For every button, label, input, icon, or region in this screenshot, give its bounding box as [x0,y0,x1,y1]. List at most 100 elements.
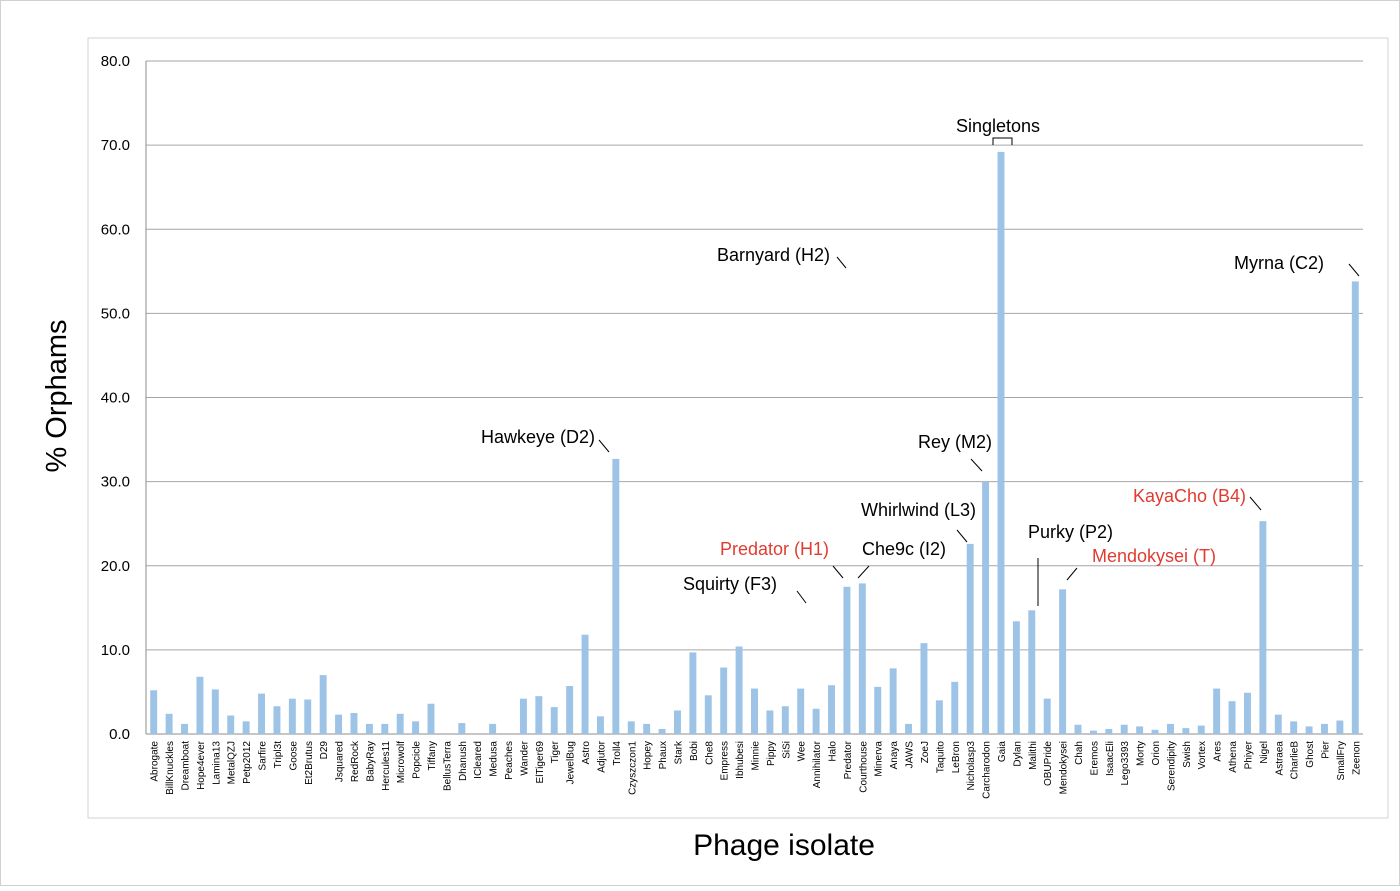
x-tick-label: Zeenon [1351,741,1362,775]
bar [1136,726,1144,734]
x-tick-label: Pier [1320,740,1331,758]
bar [1012,621,1020,734]
bar [1336,720,1344,734]
bar [535,696,543,734]
singletons-bracket [992,137,1013,145]
x-tick-label: Ares [1213,741,1224,762]
x-tick-label: Tripl3t [273,741,284,769]
bar [674,710,681,734]
x-tick-label: ICleared [473,741,484,779]
bar [1074,724,1082,734]
bar [350,712,358,734]
x-tick-label: Annihilator [812,740,823,788]
x-tick-label: Tiffany [427,741,438,770]
x-tick-label: Dreamboat [181,741,192,791]
bar [258,693,266,734]
bar [935,700,943,734]
x-tick-label: Lego3393 [1120,741,1131,786]
x-tick-label: Sarfire [258,741,269,771]
x-tick-label: Orion [1151,741,1162,765]
y-tick-label: 50.0 [101,305,130,322]
annotation-leader [796,590,807,604]
annotation-leader [836,256,847,269]
annotation-label: Mendokysei (T) [1092,546,1216,566]
bar [751,688,758,734]
bar [242,721,250,734]
bar [997,151,1005,735]
x-tick-label: Che8 [704,741,715,765]
x-tick-label: Phiyer [1243,740,1254,769]
bar [596,716,604,734]
annotation-label: Rey (M2) [918,432,992,452]
x-tick-label: Astro [581,741,592,765]
plot-border [87,37,1389,819]
bar [519,698,527,734]
x-tick-label: RedRock [350,740,361,782]
bar [211,689,219,734]
bar [1259,521,1267,734]
bar [951,681,959,734]
x-tick-label: Petp2012 [242,741,253,784]
x-tick-label: Chah [1074,741,1085,765]
y-axis-label: % Orphams [41,319,73,472]
y-tick-label: 20.0 [101,558,130,575]
y-tick-label: 80.0 [101,53,130,70]
y-tick-label: 30.0 [101,474,130,491]
bar [704,695,712,734]
x-tick-label: OBUPride [1043,741,1054,786]
annotation-leader [970,458,983,472]
bar [720,667,728,734]
annotation-leader [1066,567,1078,581]
bar [1274,714,1282,734]
annotation-label: Singletons [956,116,1040,136]
bar [181,723,188,734]
x-tick-label: Taquito [935,741,946,774]
bar [781,706,789,734]
x-tick-label: Eremos [1089,741,1100,775]
bar [627,721,635,734]
annotation-leader [1348,263,1360,277]
x-tick-label: Troll4 [612,741,623,766]
bar [982,481,990,734]
annotation-label: Purky (P2) [1028,522,1113,542]
x-tick-label: Tiger [550,740,561,763]
annotation-label: Hawkeye (D2) [481,427,595,447]
bar [797,688,805,734]
x-tick-label: BabyRay [365,741,376,782]
annotation-label: Myrna (C2) [1234,253,1324,273]
bar [150,690,158,734]
x-tick-label: Serendipity [1166,741,1177,791]
x-tick-label: Adjutor [596,740,607,772]
bar [1120,724,1128,734]
bar [319,675,327,734]
bar [612,458,620,734]
bar [735,646,743,734]
bar [689,652,697,734]
x-tick-label: Dhanush [458,741,469,781]
bar [1105,728,1113,734]
bar [643,723,651,734]
x-tick-label: Morty [1136,741,1147,766]
annotation-leader [857,565,870,579]
x-tick-label: ZoeJ [920,741,931,763]
y-tick-label: 10.0 [101,642,130,659]
annotations: Singletons Barnyard (H2) Myrna (C2) Hawkeye… [481,116,1360,606]
bar [458,723,466,734]
x-tick-label: Predator [843,740,854,779]
x-tick-label: Hercules11 [381,741,392,791]
x-tick-label: JewelBug [566,741,577,784]
x-tick-label: Et2Brutus [304,741,315,785]
x-tick-label: Minnie [751,741,762,771]
y-tick-label: 70.0 [101,137,130,154]
x-tick-label: Hope4ever [196,740,207,790]
bar [566,686,574,734]
bar [1028,610,1036,734]
x-tick-label: D29 [319,741,330,760]
x-tick-label: Dylan [1012,741,1023,767]
annotation-label: Squirty (F3) [683,574,777,594]
x-tick-label: Hopey [643,741,654,770]
x-tick-label: Bobi [689,741,700,761]
x-tick-label: Wander [519,740,530,775]
